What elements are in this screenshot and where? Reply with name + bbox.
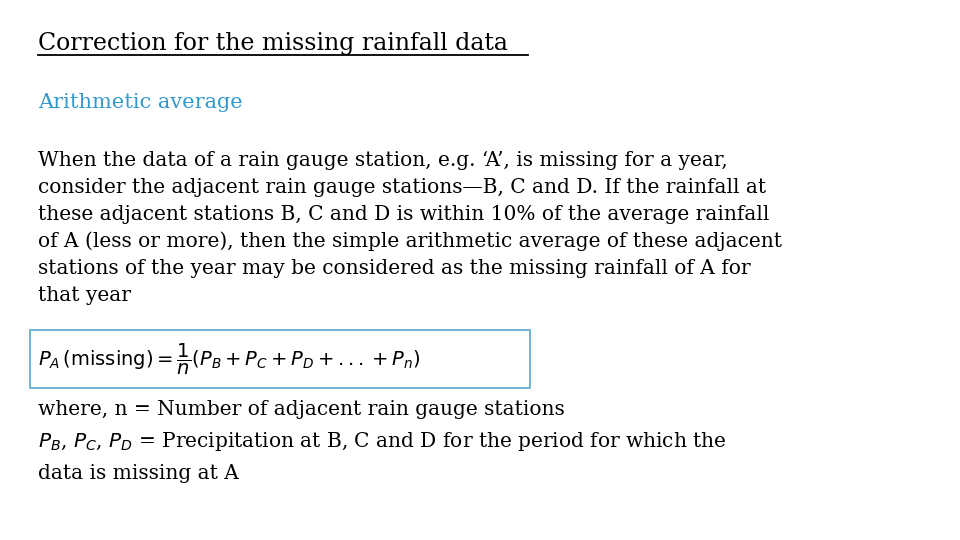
Text: consider the adjacent rain gauge stations—B, C and D. If the rainfall at: consider the adjacent rain gauge station… <box>38 178 766 197</box>
Text: these adjacent stations B, C and D is within 10% of the average rainfall: these adjacent stations B, C and D is wi… <box>38 205 769 224</box>
Text: Correction for the missing rainfall data: Correction for the missing rainfall data <box>38 32 508 55</box>
Text: Arithmetic average: Arithmetic average <box>38 93 243 112</box>
Text: $P_A\,\mathrm{(missing)} = \dfrac{1}{n}(P_B + P_C + P_D + ... + P_n)$: $P_A\,\mathrm{(missing)} = \dfrac{1}{n}(… <box>38 341 420 376</box>
Text: When the data of a rain gauge station, e.g. ‘A’, is missing for a year,: When the data of a rain gauge station, e… <box>38 151 728 170</box>
Text: of A (less or more), then the simple arithmetic average of these adjacent: of A (less or more), then the simple ari… <box>38 231 782 251</box>
Text: $P_B$, $P_C$, $P_D$ = Precipitation at B, C and D for the period for which the: $P_B$, $P_C$, $P_D$ = Precipitation at B… <box>38 430 727 453</box>
Text: where, n = Number of adjacent rain gauge stations: where, n = Number of adjacent rain gauge… <box>38 400 564 419</box>
Text: data is missing at A: data is missing at A <box>38 464 239 483</box>
Text: stations of the year may be considered as the missing rainfall of A for: stations of the year may be considered a… <box>38 259 751 278</box>
FancyBboxPatch shape <box>30 330 530 388</box>
Text: that year: that year <box>38 286 131 305</box>
